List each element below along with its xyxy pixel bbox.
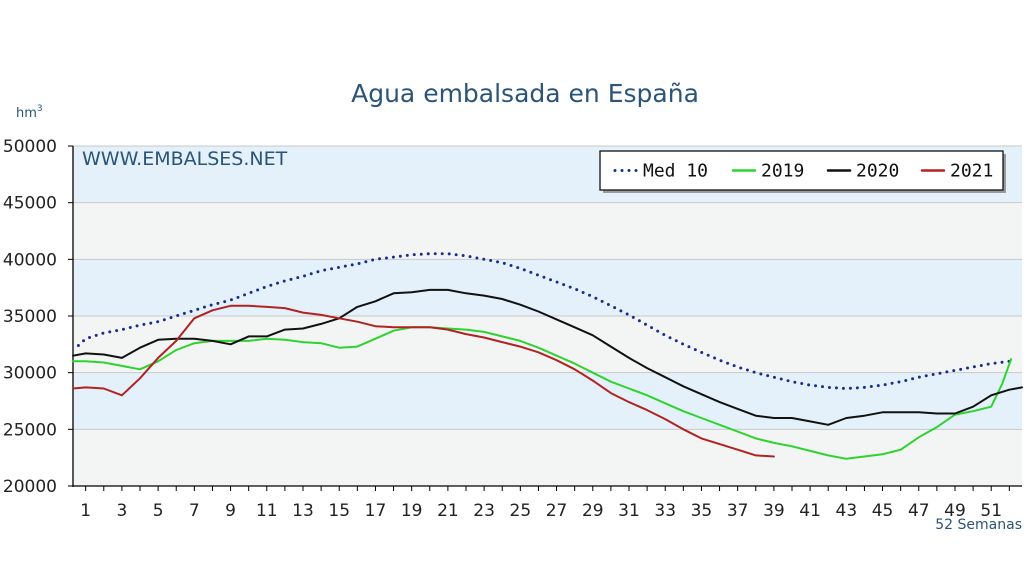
x-tick-label: 29 (582, 501, 604, 521)
x-tick-label: 7 (189, 501, 200, 521)
series-lines (72, 252, 1023, 460)
x-tick-label: 33 (654, 501, 676, 521)
y-tick-label: 50000 (3, 137, 57, 157)
x-tick-label: 11 (256, 501, 278, 521)
x-tick-label: 23 (473, 501, 495, 521)
x-tick-label: 47 (908, 501, 930, 521)
x-tick-label: 15 (328, 501, 350, 521)
x-tick-label: 37 (727, 501, 749, 521)
x-tick-label: 27 (546, 501, 568, 521)
y-axis-unit: hm3 (16, 104, 43, 121)
x-axis-label: 52 Semanas (935, 517, 1022, 533)
x-tick-label: 51 (980, 501, 1002, 521)
x-tick-label: 39 (763, 501, 785, 521)
y-tick-label: 35000 (3, 307, 57, 327)
legend-label: Med 10 (643, 161, 708, 182)
x-tick-label: 17 (365, 501, 387, 521)
x-tick-label: 19 (401, 501, 423, 521)
series-line-med-10 (76, 252, 1011, 390)
x-tick-label: 49 (944, 501, 966, 521)
x-tick-label: 43 (836, 501, 858, 521)
y-axis-unit-base: hm (16, 106, 37, 121)
legend-label: 2020 (856, 161, 899, 182)
x-tick-label: 13 (292, 501, 314, 521)
series-line-2020 (72, 288, 1023, 426)
y-axis-unit-exponent: 3 (37, 104, 43, 114)
x-tick-label: 1 (80, 501, 91, 521)
x-tick-label: 5 (153, 501, 164, 521)
x-tick-label: 31 (618, 501, 640, 521)
x-tick-label: 45 (872, 501, 894, 521)
y-tick-label: 30000 (3, 364, 57, 384)
chart-title: Agua embalsada en España (351, 79, 699, 108)
y-tick-label: 45000 (3, 194, 57, 214)
x-tick-label: 9 (225, 501, 236, 521)
series-line-2021 (72, 304, 775, 458)
y-tick-label: 20000 (3, 477, 57, 497)
y-tick-label: 40000 (3, 250, 57, 270)
series-line-2019 (72, 326, 1013, 460)
plot-band (73, 259, 1022, 316)
legend: Med 10 2019 2020 2021 (599, 150, 1006, 193)
x-tick-label: 25 (510, 501, 532, 521)
legend-label: 2019 (761, 161, 804, 182)
x-tick-label: 3 (116, 501, 127, 521)
y-tick-label: 25000 (3, 420, 57, 440)
watermark-text: WWW.EMBALSES.NET (82, 148, 288, 170)
legend-label: 2021 (950, 161, 993, 182)
y-axis-ticks: 20000 25000 30000 35000 40000 45000 50000 (3, 137, 73, 497)
plot-band (73, 372, 1022, 430)
x-axis-ticks: 1 3 5 7 9 11 13 15 17 19 21 23 25 27 29 31 33 35 37 39 41 43 4… (80, 486, 1010, 521)
x-tick-label: 21 (437, 501, 459, 521)
x-tick-label: 41 (799, 501, 821, 521)
x-tick-label: 35 (691, 501, 713, 521)
grid-lines (73, 145, 1022, 430)
